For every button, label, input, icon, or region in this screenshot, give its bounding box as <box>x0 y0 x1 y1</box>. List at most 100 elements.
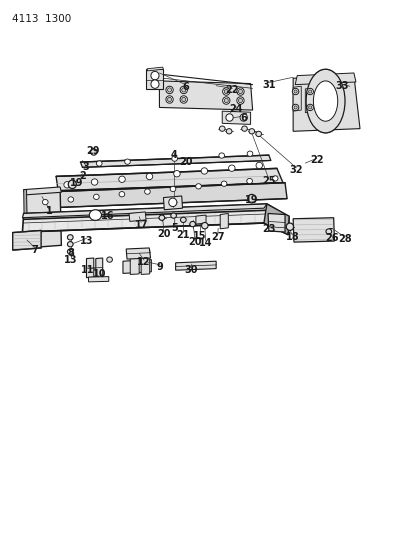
Ellipse shape <box>226 114 233 121</box>
Ellipse shape <box>256 131 262 136</box>
Ellipse shape <box>307 88 313 95</box>
Ellipse shape <box>171 213 176 218</box>
Polygon shape <box>22 204 289 235</box>
Text: 3: 3 <box>82 162 89 172</box>
Ellipse shape <box>228 165 235 172</box>
Text: 9: 9 <box>157 262 164 272</box>
Text: 29: 29 <box>86 146 99 156</box>
Ellipse shape <box>151 71 159 80</box>
Ellipse shape <box>166 86 173 94</box>
Text: 20: 20 <box>157 229 171 239</box>
Polygon shape <box>24 190 28 248</box>
Polygon shape <box>38 183 287 208</box>
Ellipse shape <box>180 96 187 103</box>
Ellipse shape <box>170 187 176 191</box>
Text: 22: 22 <box>226 85 239 95</box>
Ellipse shape <box>224 99 228 103</box>
Ellipse shape <box>307 104 313 111</box>
Text: 30: 30 <box>185 265 198 274</box>
Ellipse shape <box>182 98 186 102</box>
Ellipse shape <box>107 257 113 262</box>
Ellipse shape <box>68 197 74 202</box>
Polygon shape <box>164 196 182 210</box>
Polygon shape <box>222 111 251 124</box>
Text: 27: 27 <box>211 232 224 242</box>
Ellipse shape <box>202 222 208 229</box>
Ellipse shape <box>293 88 299 95</box>
Text: 20: 20 <box>179 157 193 167</box>
Text: 5: 5 <box>171 223 178 233</box>
Ellipse shape <box>237 88 244 95</box>
Polygon shape <box>56 168 283 191</box>
Polygon shape <box>129 212 146 221</box>
Ellipse shape <box>125 159 130 164</box>
Text: 21: 21 <box>177 230 190 240</box>
Ellipse shape <box>91 149 97 155</box>
Ellipse shape <box>219 153 224 158</box>
Polygon shape <box>175 261 216 270</box>
Text: 28: 28 <box>338 235 352 245</box>
Text: 4: 4 <box>170 150 177 160</box>
Ellipse shape <box>172 156 177 161</box>
Polygon shape <box>268 214 285 232</box>
Text: 26: 26 <box>325 233 338 243</box>
Ellipse shape <box>159 215 165 220</box>
Ellipse shape <box>223 97 230 104</box>
Polygon shape <box>96 258 103 278</box>
Ellipse shape <box>174 171 180 177</box>
Ellipse shape <box>226 128 232 134</box>
Polygon shape <box>220 214 228 229</box>
Ellipse shape <box>64 182 70 188</box>
Ellipse shape <box>201 168 208 174</box>
Ellipse shape <box>119 191 125 197</box>
Polygon shape <box>26 190 61 248</box>
Polygon shape <box>123 260 151 273</box>
Polygon shape <box>24 187 61 195</box>
Ellipse shape <box>166 96 173 103</box>
Ellipse shape <box>93 194 99 199</box>
Text: 31: 31 <box>262 79 275 90</box>
Ellipse shape <box>119 176 125 182</box>
Text: 15: 15 <box>193 231 207 241</box>
Ellipse shape <box>238 99 242 103</box>
Polygon shape <box>147 67 164 71</box>
Polygon shape <box>295 73 356 85</box>
Ellipse shape <box>180 217 186 222</box>
Text: 25: 25 <box>262 176 275 186</box>
Text: 6: 6 <box>240 113 247 123</box>
Polygon shape <box>141 250 150 274</box>
Ellipse shape <box>294 90 297 93</box>
Ellipse shape <box>223 88 230 95</box>
Ellipse shape <box>67 249 73 254</box>
Polygon shape <box>130 250 139 274</box>
Ellipse shape <box>168 98 172 102</box>
Ellipse shape <box>96 161 102 166</box>
Ellipse shape <box>248 195 256 203</box>
Ellipse shape <box>306 69 345 133</box>
Ellipse shape <box>42 199 48 205</box>
Ellipse shape <box>240 114 247 121</box>
Text: 4113  1300: 4113 1300 <box>11 13 71 23</box>
Ellipse shape <box>294 106 297 109</box>
Ellipse shape <box>196 184 202 189</box>
Text: 24: 24 <box>230 104 243 114</box>
Ellipse shape <box>242 126 247 131</box>
Polygon shape <box>146 69 164 89</box>
Polygon shape <box>89 277 109 282</box>
Text: 20: 20 <box>188 237 202 247</box>
Polygon shape <box>293 76 360 131</box>
Polygon shape <box>126 248 151 259</box>
Ellipse shape <box>190 221 195 227</box>
Ellipse shape <box>144 189 150 194</box>
Polygon shape <box>86 258 94 278</box>
Text: 14: 14 <box>199 238 213 248</box>
Ellipse shape <box>224 90 228 94</box>
Text: 18: 18 <box>286 232 299 243</box>
Polygon shape <box>196 215 206 224</box>
Polygon shape <box>293 217 335 242</box>
Ellipse shape <box>169 198 177 207</box>
Text: 10: 10 <box>93 269 106 279</box>
Ellipse shape <box>168 88 172 92</box>
Text: 13: 13 <box>80 236 93 246</box>
Ellipse shape <box>308 106 312 109</box>
